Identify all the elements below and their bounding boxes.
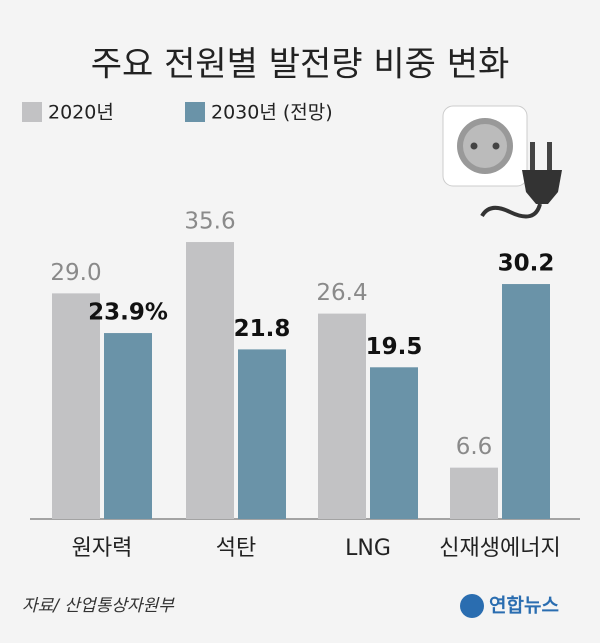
value-label: 29.0 — [50, 260, 101, 286]
value-label: 21.8 — [234, 316, 291, 342]
bar — [238, 349, 286, 519]
value-label: 19.5 — [366, 334, 423, 360]
x-tick-label: 원자력 — [72, 536, 133, 561]
bar — [370, 367, 418, 519]
x-tick-label: 신재생에너지 — [439, 536, 560, 561]
legend-swatch — [22, 102, 42, 122]
source: 자료/ 산업통상자원부 — [22, 596, 175, 616]
plug-icon — [442, 105, 562, 219]
value-label: 26.4 — [316, 280, 367, 306]
bar — [502, 284, 550, 519]
x-tick-label: 석탄 — [216, 536, 256, 561]
logo-text: 연합뉴스 — [489, 595, 559, 617]
x-tick-label: LNG — [345, 536, 391, 561]
value-label: 35.6 — [184, 209, 235, 235]
legend-swatch — [185, 102, 205, 122]
bar — [104, 333, 152, 519]
bar — [450, 467, 498, 519]
bar — [318, 313, 366, 519]
legend-label: 2030년 (전망) — [211, 102, 333, 124]
value-label: 23.9% — [88, 300, 168, 326]
legend-label: 2020년 — [48, 102, 114, 124]
chart-title: 주요 전원별 발전량 비중 변화 — [91, 45, 510, 85]
value-label: 6.6 — [456, 434, 493, 460]
value-label: 30.2 — [498, 251, 555, 277]
bar — [52, 293, 100, 519]
bar — [186, 242, 234, 520]
logo: 연합뉴스 — [460, 594, 559, 618]
